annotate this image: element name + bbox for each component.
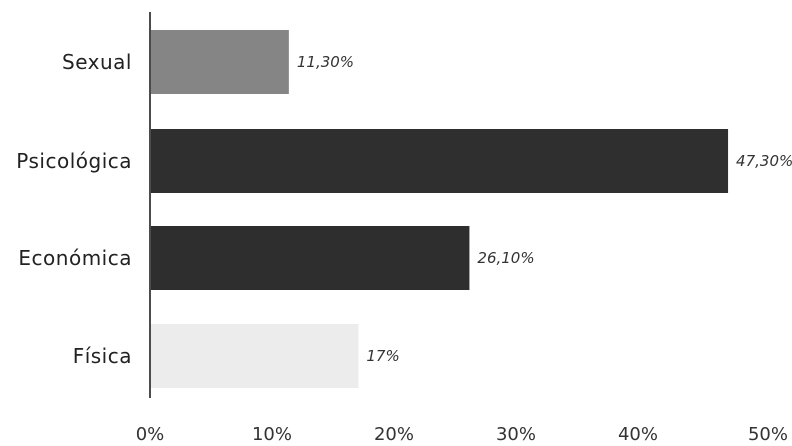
category-label: Psicológica (16, 149, 132, 173)
bar-economica (151, 226, 470, 290)
data-label: 47,30% (736, 152, 792, 170)
x-tick-label: 0% (136, 424, 165, 445)
category-label: Física (73, 344, 132, 368)
category-labels: Sexual Psicológica Económica Física (16, 50, 132, 368)
category-label: Económica (18, 246, 132, 270)
data-label: 17% (366, 347, 399, 365)
x-tick-label: 20% (374, 424, 414, 445)
x-tick-label: 30% (496, 424, 536, 445)
x-tick-label: 40% (618, 424, 658, 445)
category-label: Sexual (62, 50, 132, 74)
bars-group (151, 30, 729, 388)
bar-sexual (151, 30, 289, 94)
x-tick-label: 10% (252, 424, 292, 445)
data-label: 26,10% (477, 249, 534, 267)
value-labels: 11,30% 47,30% 26,10% 17% (297, 53, 792, 365)
data-label: 11,30% (297, 53, 354, 71)
x-tick-label: 50% (748, 424, 788, 445)
bar-psicologica (151, 129, 729, 193)
bar-fisica (151, 324, 359, 388)
x-axis-tick-labels: 0% 10% 20% 30% 40% 50% (136, 424, 788, 445)
